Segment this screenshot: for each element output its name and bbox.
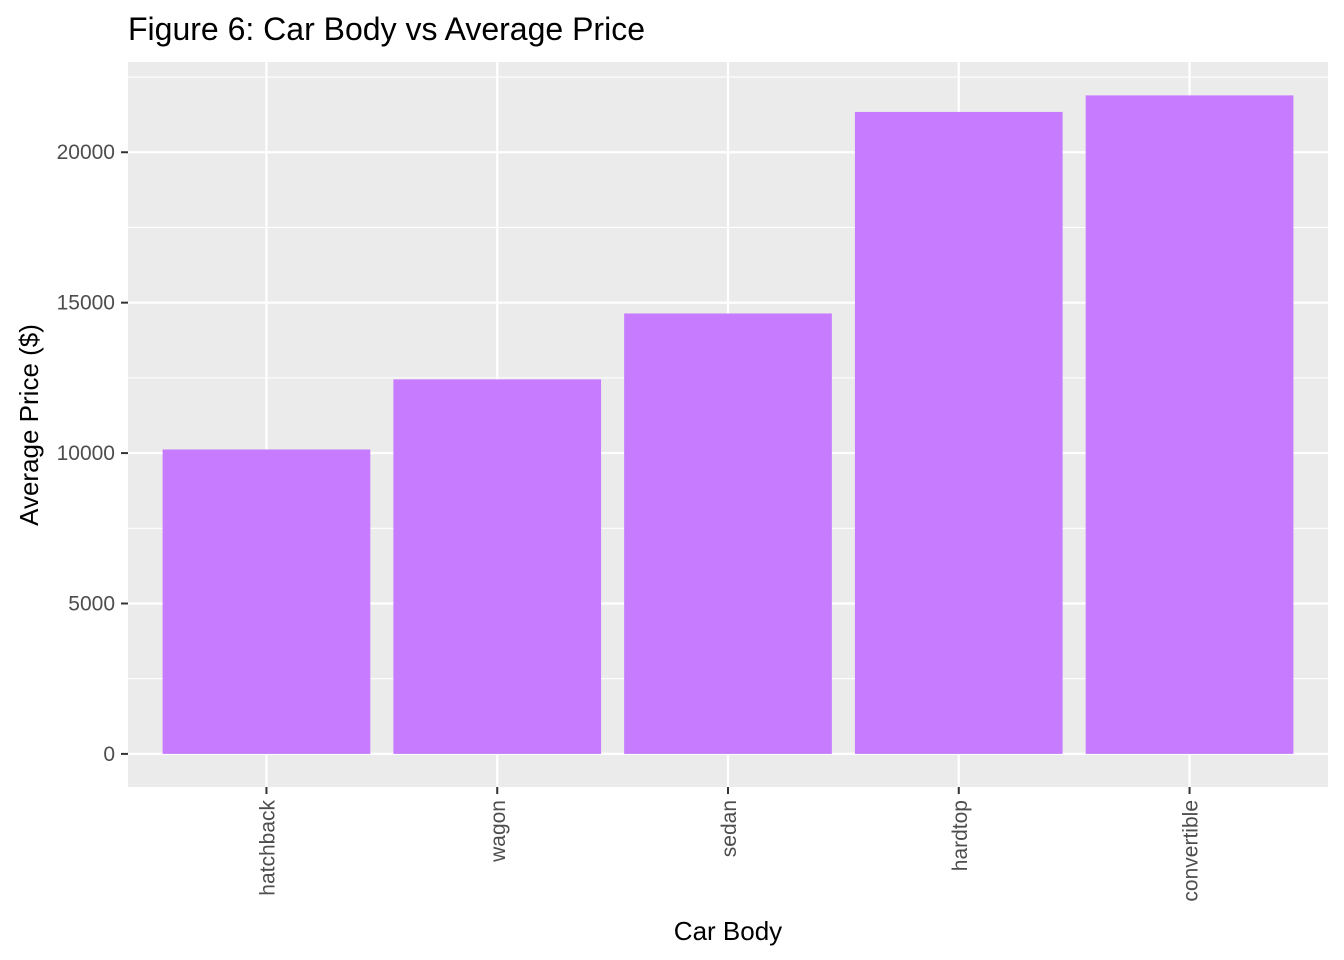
y-axis-ticks: 0 5000 10000 15000 20000 — [57, 141, 128, 766]
y-tick-label: 15000 — [57, 292, 115, 315]
bar-wagon — [393, 379, 602, 754]
bar-sedan — [624, 313, 832, 754]
bar-hatchback — [162, 449, 371, 754]
bars — [162, 95, 1294, 754]
x-tick-label-hardtop: hardtop — [949, 800, 972, 871]
y-tick-label: 0 — [103, 743, 115, 766]
x-tick-label-convertible: convertible — [1180, 800, 1203, 902]
y-axis-title: Average Price ($) — [14, 324, 44, 526]
bar-hardtop — [854, 111, 1063, 754]
y-tick-label: 5000 — [68, 592, 115, 615]
y-tick-label: 20000 — [57, 141, 115, 164]
x-axis-ticks: hatchback wagon sedan hardtop convertible — [256, 787, 1203, 902]
bar-convertible — [1085, 95, 1294, 754]
x-tick-label-wagon: wagon — [487, 800, 510, 863]
y-tick-label: 10000 — [57, 442, 115, 465]
x-tick-label-sedan: sedan — [718, 800, 741, 857]
x-axis-title: Car Body — [674, 916, 782, 946]
chart-title: Figure 6: Car Body vs Average Price — [128, 11, 645, 47]
x-tick-label-hatchback: hatchback — [256, 800, 279, 896]
